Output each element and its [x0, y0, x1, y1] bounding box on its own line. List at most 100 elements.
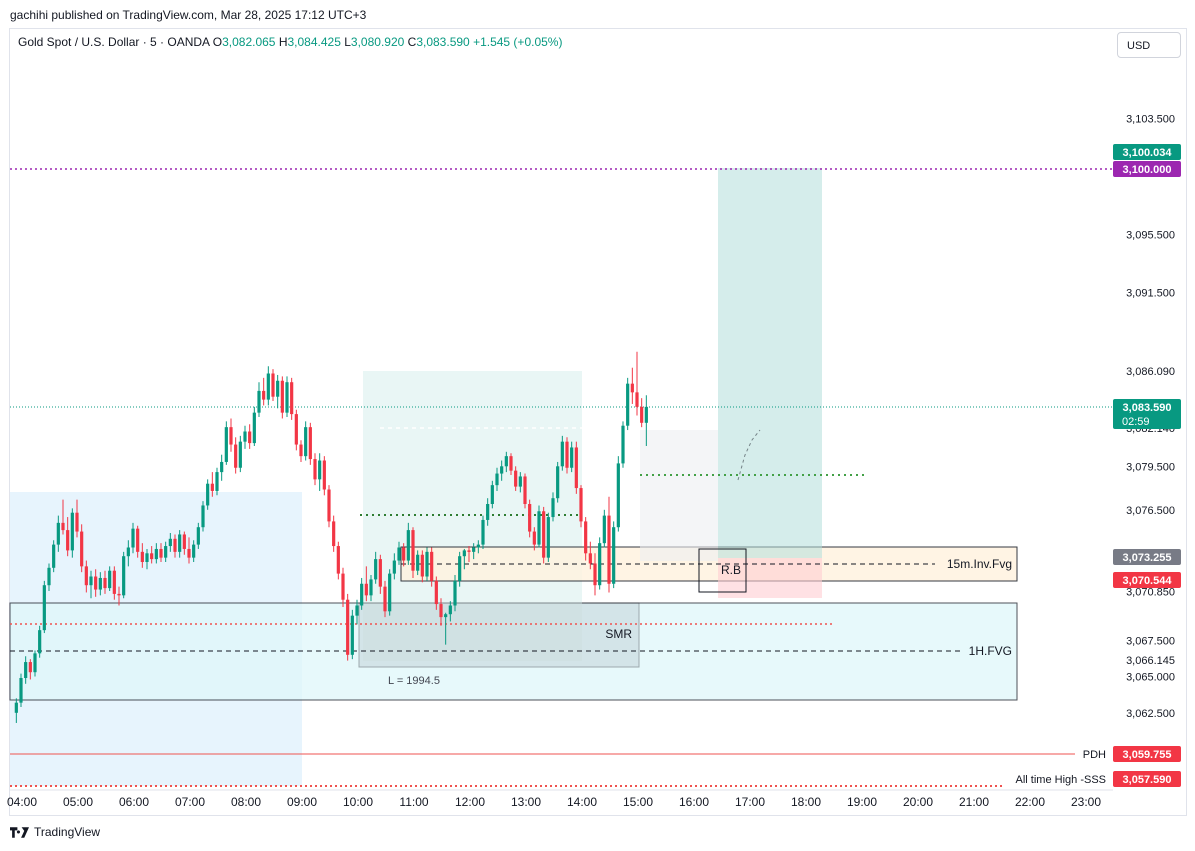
candle-body [369, 579, 373, 596]
candle-body [481, 519, 485, 545]
candle [350, 609, 354, 660]
candle [168, 533, 172, 552]
candle-body [621, 425, 625, 464]
candle [294, 409, 298, 451]
candle-body [192, 544, 196, 558]
candle-body [117, 593, 121, 596]
candle [266, 366, 270, 406]
candle-body [346, 599, 350, 655]
candle [94, 569, 98, 597]
x-tick-label: 08:00 [231, 795, 261, 809]
candle-body [126, 547, 130, 557]
candle [332, 515, 336, 552]
low-label: L [344, 35, 351, 49]
candle-body [70, 512, 74, 551]
candle [154, 543, 158, 564]
candle [490, 480, 494, 509]
price-tag-text: 3,070.544 [1123, 575, 1173, 587]
candle [528, 499, 532, 538]
candle-body [607, 515, 611, 584]
candle-body [187, 548, 191, 558]
y-tick-label: 3,076.500 [1126, 505, 1175, 517]
candle [112, 566, 116, 600]
candle-body [276, 380, 280, 397]
candle [621, 421, 625, 468]
candle [182, 531, 186, 555]
candle-body [593, 563, 597, 586]
candle-body [383, 586, 387, 612]
candle-body [313, 459, 317, 480]
x-tick-label: 04:00 [7, 795, 37, 809]
candle-body [514, 470, 518, 487]
y-tick-label: 3,067.500 [1126, 635, 1175, 647]
candle-body [556, 466, 560, 499]
candle [220, 454, 224, 481]
consolidation-zone [640, 430, 718, 561]
candle [61, 499, 65, 535]
length-label: L = 1994.5 [388, 675, 440, 687]
candle-body [584, 521, 588, 554]
candle [612, 521, 616, 589]
candle [229, 418, 233, 452]
candle [635, 351, 639, 416]
candle-body [350, 615, 354, 655]
price-tag: 3,100.000 [1113, 161, 1181, 177]
candle [276, 374, 280, 409]
candle-body [252, 412, 256, 444]
candle-body [425, 551, 429, 577]
candle [518, 472, 522, 493]
candle [602, 509, 606, 548]
candle [439, 598, 443, 626]
candle-body [304, 427, 308, 457]
candle-body [378, 559, 382, 587]
candle [425, 547, 429, 581]
candle-body [140, 551, 144, 563]
long-stop-zone [718, 558, 822, 598]
candle-body [626, 383, 630, 426]
y-tick-label: 3,065.000 [1126, 672, 1175, 684]
candle-body [201, 505, 205, 528]
candle [514, 466, 518, 491]
candle [462, 548, 466, 570]
candle [565, 437, 569, 474]
candle-body [616, 463, 620, 528]
candle [416, 550, 420, 576]
symbol-name[interactable]: Gold Spot / U.S. Dollar · 5 · OANDA [18, 35, 210, 49]
candle-body [504, 456, 508, 467]
candle-body [28, 662, 32, 673]
candle [196, 522, 200, 549]
candle-body [206, 483, 210, 506]
candle [33, 650, 37, 677]
currency-button[interactable]: USD [1117, 32, 1181, 58]
candle-body [280, 380, 284, 413]
y-tick-label: 3,095.500 [1126, 229, 1175, 241]
candle [476, 540, 480, 554]
candle-body [392, 560, 396, 574]
candle-body [136, 528, 140, 552]
candle-body [224, 427, 228, 462]
candle [640, 398, 644, 428]
candle [467, 546, 471, 563]
candle [108, 566, 112, 592]
candle-body [322, 460, 326, 490]
candle-body [145, 553, 149, 563]
countdown-text: 02:59 [1122, 416, 1150, 428]
candle-body [411, 530, 415, 571]
candle [70, 508, 74, 558]
x-tick-label: 22:00 [1015, 795, 1045, 809]
y-tick-label: 3,066.145 [1126, 655, 1175, 667]
y-tick-label: 3,070.850 [1126, 587, 1175, 599]
candle [551, 492, 555, 522]
candle-body [210, 483, 214, 491]
price-tag-text: 3,057.590 [1123, 774, 1172, 786]
y-tick-label: 3,079.500 [1126, 461, 1175, 473]
x-tick-label: 17:00 [735, 795, 765, 809]
candle [201, 501, 205, 532]
candle [546, 512, 550, 563]
candle-body [285, 382, 289, 413]
candle-body [486, 504, 490, 520]
price-tag-text: 3,059.755 [1123, 749, 1172, 761]
candle-body [290, 382, 294, 415]
candle-body [560, 441, 564, 467]
